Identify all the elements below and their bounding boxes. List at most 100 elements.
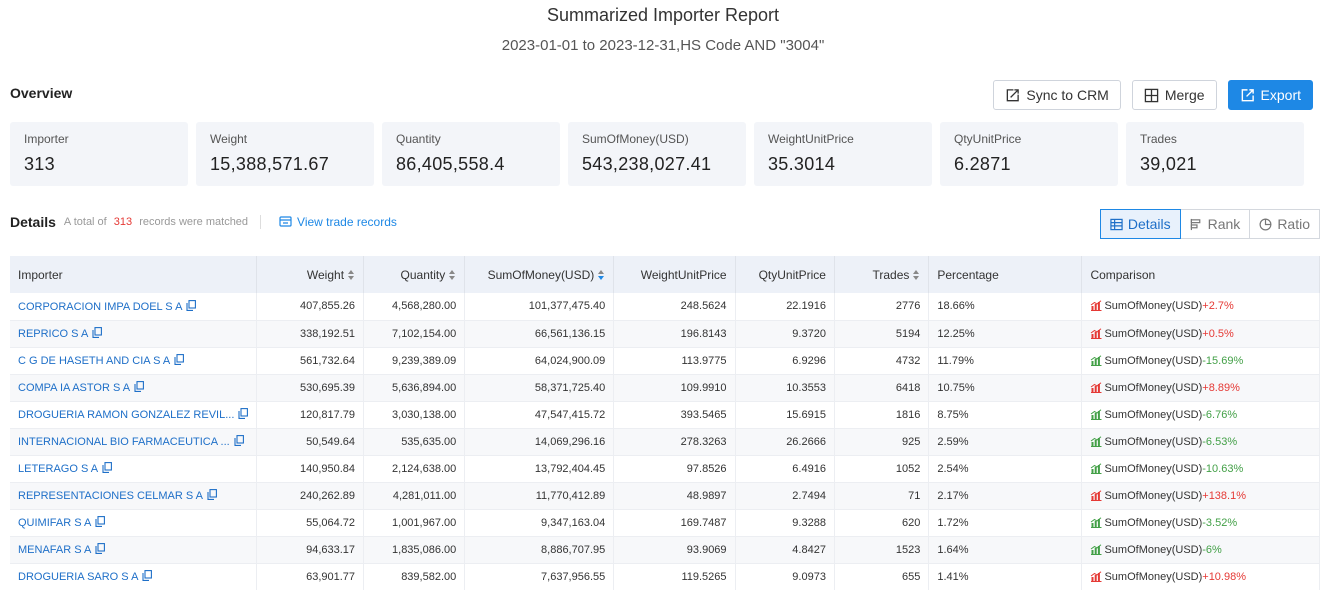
col-quantity[interactable]: Quantity [363,256,466,293]
sync-to-crm-button[interactable]: Sync to CRM [993,80,1121,110]
importer-cell[interactable]: QUIMIFAR S A [10,509,258,537]
importer-cell[interactable]: INTERNACIONAL BIO FARMACEUTICA ... [10,428,258,456]
importer-cell[interactable]: MENAFAR S A [10,536,258,564]
table-row: MENAFAR S A 94,633.17 1,835,086.00 8,886,70… [10,536,1320,564]
stat-qty-unit-price: QtyUnitPrice 6.2871 [940,122,1118,186]
importer-name-link[interactable]: MENAFAR S A [18,544,92,556]
importer-name-link[interactable]: C G DE HASETH AND CIA S A [18,355,171,367]
col-trades[interactable]: Trades [834,256,930,293]
importer-name-link[interactable]: LETERAGO S A [18,463,99,475]
comparison-label: SumOfMoney(USD) [1104,570,1203,583]
comparison-cell: SumOfMoney(USD)-15.69% [1081,347,1320,375]
comparison-cell: SumOfMoney(USD)+0.5% [1081,320,1320,348]
comparison-change: -6.76% [1202,408,1238,421]
trend-down-icon [1091,462,1102,474]
qty-unit-price-cell: 26.2666 [735,428,835,456]
tab-ratio[interactable]: Ratio [1249,209,1320,239]
copy-icon[interactable] [95,516,106,527]
weight-unit-price-cell: 119.5265 [613,563,736,590]
qty-unit-price-cell: 9.3720 [735,320,835,348]
trend-up-icon [1091,300,1102,312]
importer-name-link[interactable]: REPRICO S A [18,328,89,340]
copy-icon[interactable] [134,381,145,392]
trades-cell: 71 [834,482,930,510]
view-tabs: Details Rank Ratio [1099,209,1320,239]
table-row: CORPORACION IMPA DOEL S A 407,855.26 4,568… [10,293,1320,321]
details-label: Details [10,214,56,230]
importer-cell[interactable]: LETERAGO S A [10,455,258,483]
weight-unit-price-cell: 169.7487 [613,509,736,537]
stat-weight: Weight 15,388,571.67 [196,122,374,186]
merge-button[interactable]: Merge [1131,80,1217,110]
stat-sum-of-money: SumOfMoney(USD) 543,238,027.41 [568,122,746,186]
table-row: QUIMIFAR S A 55,064.72 1,001,967.00 9,347,1… [10,509,1320,537]
weight-cell: 55,064.72 [256,509,365,537]
export-button[interactable]: Export [1227,80,1313,110]
tab-details[interactable]: Details [1099,209,1181,239]
copy-icon[interactable] [92,327,103,338]
col-weight-unit-price: WeightUnitPrice [613,256,736,293]
percentage-cell: 12.25% [928,320,1083,348]
sort-icon[interactable] [347,269,355,281]
copy-icon[interactable] [95,543,106,554]
copy-icon[interactable] [234,435,244,446]
trades-cell: 620 [834,509,930,537]
comparison-cell: SumOfMoney(USD)+10.98% [1081,563,1320,590]
view-trade-records-link[interactable]: View trade records [279,215,397,229]
col-weight[interactable]: Weight [256,256,365,293]
comparison-label: SumOfMoney(USD) [1104,327,1203,340]
comparison-label: SumOfMoney(USD) [1104,354,1203,367]
comparison-change: +138.1% [1202,489,1246,502]
sort-icon[interactable] [912,269,920,281]
col-comparison: Comparison [1081,256,1320,293]
copy-icon[interactable] [174,354,185,365]
importer-name-link[interactable]: CORPORACION IMPA DOEL S A [18,300,183,313]
overview-label: Overview [10,85,73,101]
importer-cell[interactable]: DROGUERIA RAMON GONZALEZ REVIL... [10,401,258,429]
comparison-cell: SumOfMoney(USD)-6% [1081,536,1320,564]
qty-unit-price-cell: 9.3288 [735,509,835,537]
stat-value: 543,238,027.41 [582,154,712,174]
copy-icon[interactable] [186,299,197,311]
importer-name-link[interactable]: INTERNACIONAL BIO FARMACEUTICA ... [18,436,230,448]
importer-cell[interactable]: DROGUERIA SARO S A [10,563,258,590]
importer-cell[interactable]: COMPA IA ASTOR S A [10,374,258,402]
records-prefix: A total of [63,216,107,228]
importer-name-link[interactable]: COMPA IA ASTOR S A [18,382,131,394]
sort-icon[interactable] [448,269,456,281]
percentage-cell: 11.79% [928,347,1083,375]
importer-cell[interactable]: REPRICO S A [10,320,258,348]
sync-icon [1007,88,1020,101]
sync-to-crm-label: Sync to CRM [1026,87,1109,103]
table-row: C G DE HASETH AND CIA S A 561,732.64 9,239… [10,347,1320,375]
importer-name-link[interactable]: DROGUERIA SARO S A [18,571,139,583]
comparison-change: -3.52% [1202,516,1238,529]
comparison-change: +10.98% [1202,570,1246,583]
weight-cell: 240,262.89 [256,482,365,510]
copy-icon[interactable] [238,408,249,419]
trend-down-icon [1091,354,1102,366]
comparison-change: +8.89% [1202,381,1240,394]
importer-cell[interactable]: REPRESENTACIONES CELMAR S A [10,482,258,510]
weight-cell: 140,950.84 [256,455,365,483]
importer-name-link[interactable]: REPRESENTACIONES CELMAR S A [18,490,204,502]
importer-name-link[interactable]: DROGUERIA RAMON GONZALEZ REVIL... [18,409,235,421]
copy-icon[interactable] [207,489,217,500]
qty-unit-price-cell: 4.8427 [735,536,835,564]
table-row: REPRESENTACIONES CELMAR S A 240,262.89 4,2… [10,482,1320,510]
col-sum-of-money[interactable]: SumOfMoney(USD) [464,256,615,293]
importer-cell[interactable]: C G DE HASETH AND CIA S A [10,347,258,375]
percentage-cell: 1.72% [928,509,1083,537]
importer-cell[interactable]: CORPORACION IMPA DOEL S A [10,293,258,321]
qty-unit-price-cell: 22.1916 [735,293,835,321]
quantity-cell: 4,568,280.00 [363,293,466,321]
sort-desc-icon[interactable] [597,269,605,281]
importer-name-link[interactable]: QUIMIFAR S A [18,517,92,529]
copy-icon[interactable] [102,462,113,473]
table-row: LETERAGO S A 140,950.84 2,124,638.00 13,792… [10,455,1320,483]
trades-cell: 5194 [834,320,930,348]
copy-icon[interactable] [142,570,153,581]
tab-rank[interactable]: Rank [1179,209,1251,239]
comparison-cell: SumOfMoney(USD)-6.53% [1081,428,1320,456]
weight-unit-price-cell: 393.5465 [613,401,736,429]
